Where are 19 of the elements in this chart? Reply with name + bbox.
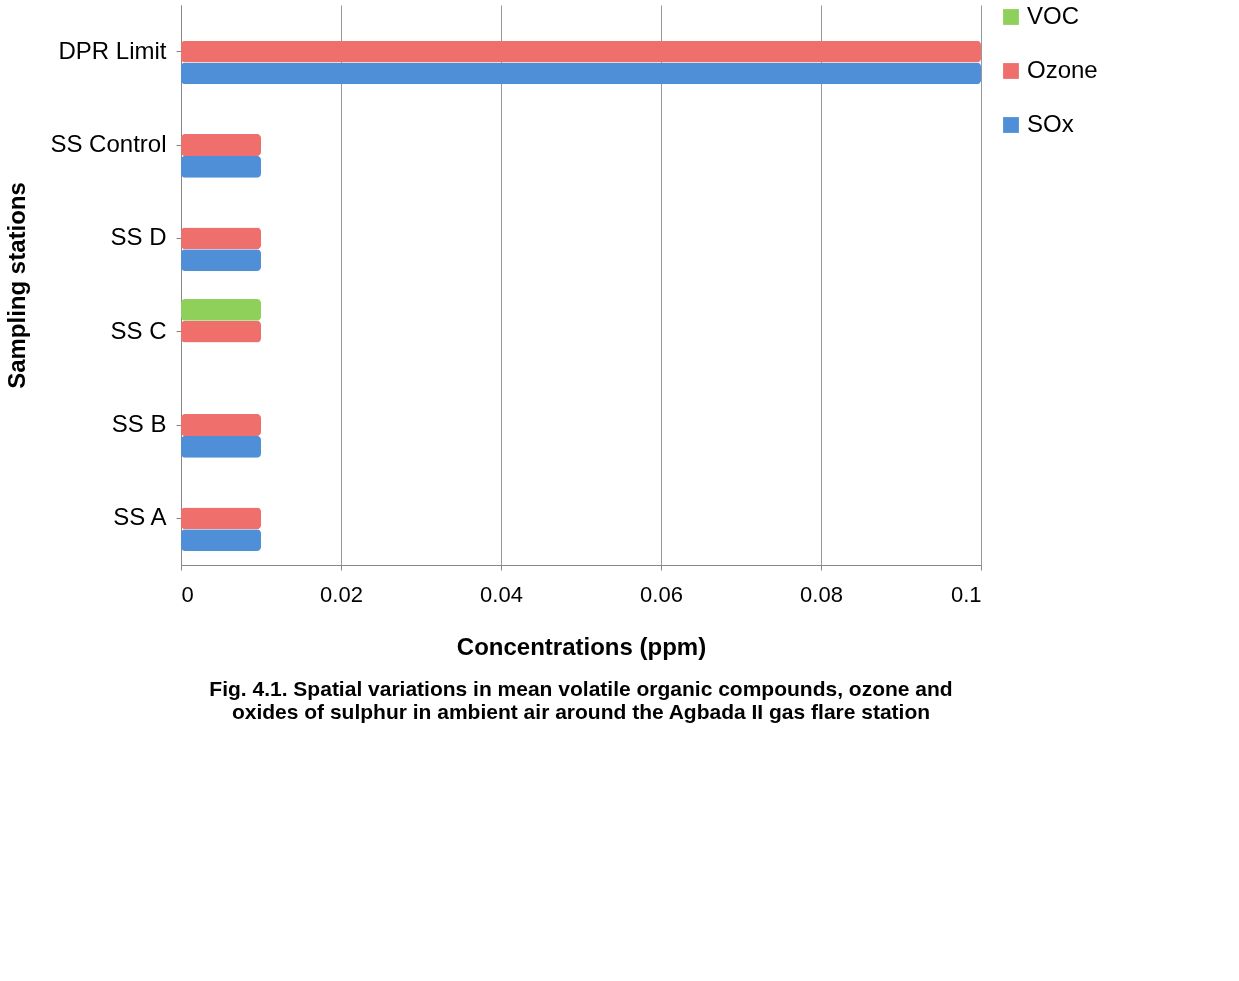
y-tick-label: SS D [110,223,167,251]
legend-label: SOx [1027,110,1074,137]
x-tick-label: 0.06 [640,581,683,607]
x-tick-label: 0 [181,581,194,607]
text: oxides of sulphur in ambient air around the Agbada II gas flare station [231,700,931,723]
legend-label: Ozone [1027,56,1098,83]
y-tick-label: SS A [113,503,167,531]
x-axis-title: Concentrations (ppm) [456,632,707,660]
x-tick-label: 0.04 [480,581,523,607]
y-tick-label: DPR Limit [58,36,167,64]
x-tick-label: 0.1 [950,581,982,607]
caption: Fig. 4.1. Spatial variations in mean volatile organic compounds, ozone and [209,677,953,700]
x-tick-label: 0.02 [320,581,363,607]
y-axis-title: Sampling stations [3,182,31,389]
x-tick-label: 0.08 [800,581,843,607]
y-tick-label: SS Control [50,130,167,157]
y-tick-label: SS C [110,316,167,344]
y-tick-label: SS B [111,410,167,437]
legend-label: VOC [1027,2,1080,29]
